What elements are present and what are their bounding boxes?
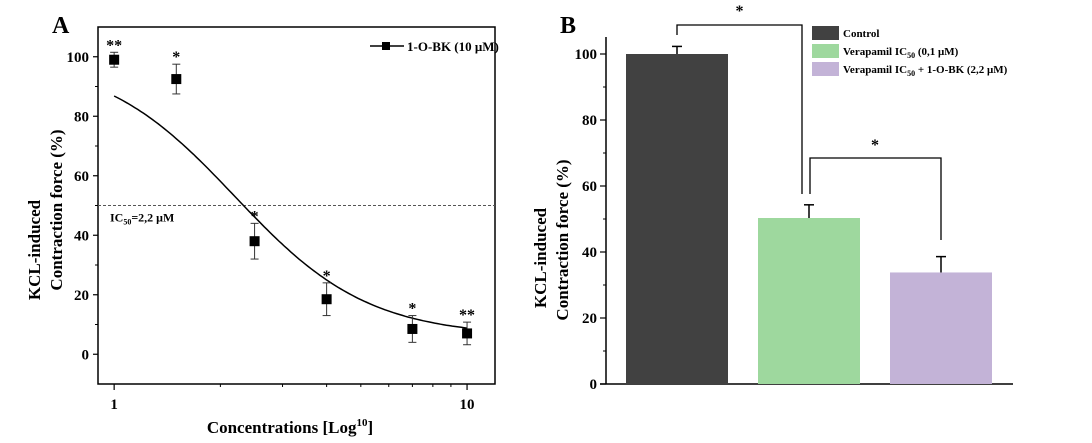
y-tick-label: 100 <box>67 50 90 66</box>
bracket-label: * <box>871 137 879 154</box>
y-tick-label: 0 <box>82 347 90 363</box>
y-axis-title-a-line1: KCL-induced <box>25 199 44 300</box>
data-point <box>407 323 418 334</box>
y-axis-b: 0 20 40 60 80 100 <box>575 47 606 393</box>
panel-label-b: B <box>560 13 576 39</box>
bar <box>626 54 728 384</box>
data-points-a: ****** ** <box>106 37 475 346</box>
bracket-label: * <box>736 3 744 20</box>
legend-swatch <box>812 62 839 76</box>
y-tick-label: 80 <box>74 109 89 125</box>
y-tick-label: 60 <box>582 179 597 195</box>
legend-label: Control <box>843 28 879 40</box>
data-point <box>249 236 260 247</box>
bars-b <box>626 45 992 384</box>
y-axis-title-b-line2: Contraction force (%) <box>553 159 572 320</box>
significance-marker: * <box>172 49 180 66</box>
fit-curve <box>113 95 468 329</box>
legend-a: 1-O-BK (10 μM) <box>370 39 499 54</box>
significance-marker: ** <box>459 307 475 324</box>
data-point <box>171 74 182 85</box>
x-tick-label: 10 <box>460 397 475 413</box>
significance-marker: * <box>251 208 259 225</box>
legend-b: Control Verapamil IC50 (0,1 μM) Verapamil … <box>812 26 1008 78</box>
significance-marker: ** <box>106 37 122 54</box>
y-tick-label: 40 <box>582 245 597 261</box>
legend-label-a: 1-O-BK (10 μM) <box>407 39 499 54</box>
legend-swatch <box>812 26 839 40</box>
y-axis-a: 0 20 40 60 80 100 <box>67 50 98 363</box>
y-axis-title-a-line2: Contraction force (%) <box>47 129 66 290</box>
x-axis-a: 1 10 <box>110 384 475 413</box>
y-tick-label: 60 <box>74 169 89 185</box>
y-tick-label: 40 <box>74 228 89 244</box>
panel-label-a: A <box>52 13 70 39</box>
y-tick-label: 0 <box>590 377 598 393</box>
x-axis-title-a: Concentrations [Log10] <box>207 417 373 437</box>
bar <box>758 218 860 384</box>
y-tick-label: 100 <box>575 47 598 63</box>
x-tick-label: 1 <box>110 397 118 413</box>
y-tick-label: 80 <box>582 113 597 129</box>
legend-label: Verapamil IC50 (0,1 μM) <box>843 46 959 60</box>
legend-label: Verapamil IC50 + 1-O-BK (2,2 μM) <box>843 64 1008 78</box>
ic50-annotation: IC50=2,2 μM <box>110 211 174 227</box>
bar <box>890 272 992 384</box>
data-point <box>109 54 120 65</box>
significance-marker: * <box>408 301 416 318</box>
bracket <box>676 24 803 194</box>
significance-brackets: ** <box>676 3 942 240</box>
y-tick-label: 20 <box>74 288 89 304</box>
significance-marker: * <box>323 268 331 285</box>
data-point <box>321 294 332 305</box>
data-point <box>462 328 473 339</box>
y-tick-label: 20 <box>582 311 597 327</box>
legend-swatch <box>812 44 839 58</box>
legend-marker-a <box>382 42 390 50</box>
y-axis-title-b-line1: KCL-induced <box>531 207 550 308</box>
bracket <box>809 157 942 240</box>
